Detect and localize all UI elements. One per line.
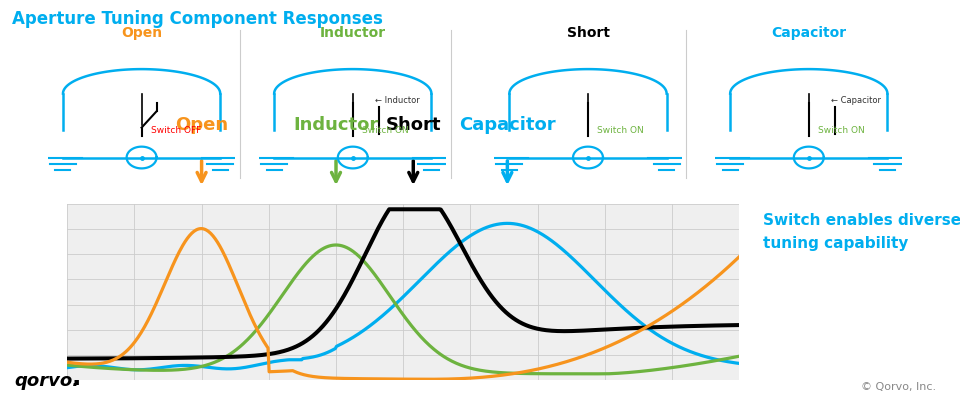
Text: Inductor: Inductor [294,116,378,134]
Text: Switch ON: Switch ON [362,126,409,135]
Text: Inductor: Inductor [320,26,386,40]
Text: .: . [72,366,82,390]
Text: Short: Short [566,26,610,40]
Text: ← Inductor: ← Inductor [375,96,420,105]
Text: Open: Open [121,26,162,40]
Text: Switch OFF: Switch OFF [151,126,202,135]
Text: Capacitor: Capacitor [771,26,847,40]
Text: © Qorvo, Inc.: © Qorvo, Inc. [861,382,936,392]
Text: ← Capacitor: ← Capacitor [831,96,881,105]
Text: Switch ON: Switch ON [818,126,865,135]
Text: Aperture Tuning Component Responses: Aperture Tuning Component Responses [12,10,382,28]
Text: qorvo.: qorvo. [14,372,80,390]
Text: Open: Open [175,116,228,134]
Text: Switch ON: Switch ON [597,126,644,135]
Text: Short: Short [386,116,441,134]
Text: Capacitor: Capacitor [459,116,556,134]
Text: Switch enables diverse
tuning capability: Switch enables diverse tuning capability [763,214,960,250]
